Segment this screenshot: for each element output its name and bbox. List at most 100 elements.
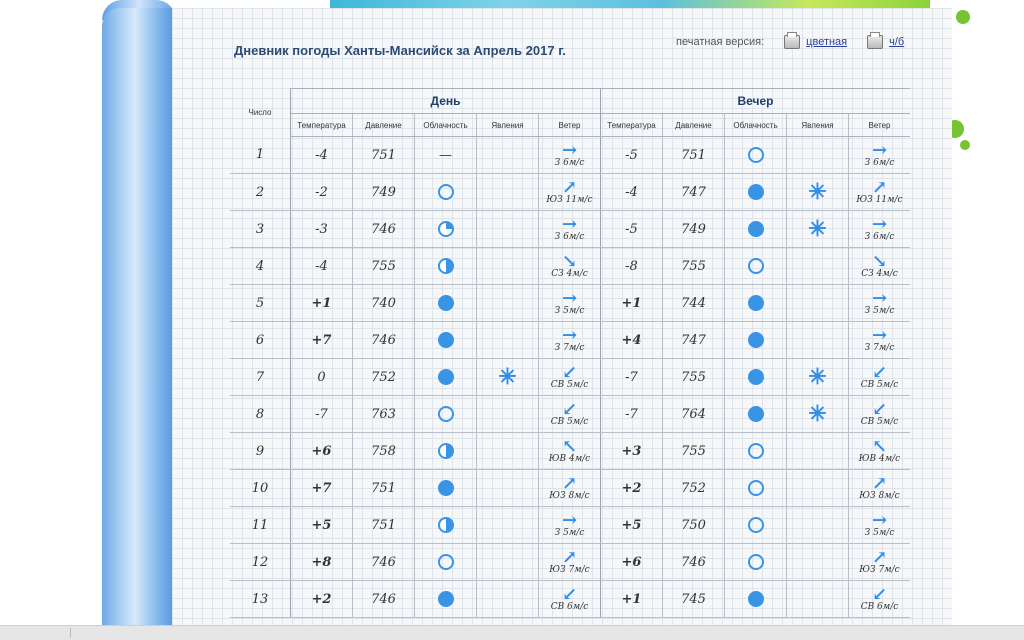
print-color-link[interactable]: цветная: [806, 36, 848, 48]
temperature-cell: +5: [290, 506, 353, 544]
clear-sky-icon: [437, 406, 454, 422]
print-version: печатная версия: цветная ч/б: [676, 32, 905, 49]
wind-cell: ↙ СВ 5м/с: [538, 358, 601, 396]
phenomena-cell: ✳: [786, 358, 849, 396]
wind-arrow-icon: ↙: [871, 361, 888, 383]
print-bw-link[interactable]: ч/б: [889, 36, 905, 48]
pressure-cell: 745: [662, 580, 725, 618]
phenomena-cell: ✳: [476, 358, 539, 396]
wind-text: СЗ 4м/с: [551, 268, 588, 279]
cloudiness-cell: [724, 543, 787, 581]
col-day-3: Явления: [476, 113, 539, 137]
table-row: 9 +6 758 ↖ ЮВ 4м/с +3 755 ↖ ЮВ 4м/с: [230, 432, 910, 470]
temperature-cell: +1: [600, 284, 663, 322]
pressure-cell: 752: [352, 358, 415, 396]
table-row: 7 0 752 ✳ ↙ СВ 5м/с -7 755 ✳ ↙ СВ 5м/с: [230, 358, 910, 396]
cloudiness-cell: [414, 210, 477, 248]
wind-cell: → З 6м/с: [538, 210, 601, 248]
pressure-cell: 740: [352, 284, 415, 322]
day-number: 7: [230, 358, 291, 396]
wind-text: СВ 6м/с: [860, 601, 899, 612]
temperature-cell: +1: [290, 284, 353, 322]
page-title: Дневник погоды Ханты-Мансийск за Апрель …: [234, 43, 566, 58]
overcast-icon: [747, 369, 764, 385]
wind-arrow-icon: →: [561, 213, 578, 235]
temperature-cell: -3: [290, 210, 353, 248]
printer-icon[interactable]: [867, 32, 884, 49]
temperature-cell: -5: [600, 210, 663, 248]
pressure-cell: 755: [662, 358, 725, 396]
temperature-cell: -7: [290, 395, 353, 433]
table-row: 11 +5 751 → З 5м/с +5 750 → З 5м/с: [230, 506, 910, 544]
temperature-cell: -4: [290, 136, 353, 174]
wind-cell: ↘ СЗ 4м/с: [538, 247, 601, 285]
phenomena-cell: [786, 136, 849, 174]
wind-cell: ↙ СВ 6м/с: [538, 580, 601, 618]
pressure-cell: 746: [352, 321, 415, 359]
overcast-icon: [747, 184, 764, 200]
wind-text: З 7м/с: [864, 342, 895, 353]
wind-cell: → З 6м/с: [538, 136, 601, 174]
wind-cell: ↗ ЮЗ 11м/с: [848, 173, 910, 211]
temperature-cell: +1: [600, 580, 663, 618]
wind-text: ЮВ 4м/с: [548, 453, 591, 464]
group-evening: Вечер: [600, 88, 910, 114]
pressure-cell: 747: [662, 173, 725, 211]
table-row: 12 +8 746 ↗ ЮЗ 7м/с +6 746 ↗ ЮЗ 7м/с: [230, 543, 910, 581]
printer-icon[interactable]: [784, 32, 801, 49]
pressure-cell: 746: [662, 543, 725, 581]
wind-arrow-icon: ↗: [871, 472, 888, 494]
temperature-cell: +4: [600, 321, 663, 359]
cloudiness-cell: [724, 136, 787, 174]
wind-text: З 5м/с: [554, 305, 585, 316]
wind-text: СВ 5м/с: [860, 379, 899, 390]
temperature-cell: +3: [600, 432, 663, 470]
cloudiness-cell: [414, 395, 477, 433]
cloudiness-cell: [724, 210, 787, 248]
phenomena-cell: [786, 543, 849, 581]
wind-text: З 6м/с: [864, 157, 895, 168]
phenomena-cell: [786, 284, 849, 322]
temperature-cell: +6: [290, 432, 353, 470]
phenomena-cell: [476, 136, 539, 174]
col-day-2: Облачность: [414, 113, 477, 137]
cloudiness-cell: [724, 580, 787, 618]
table-row: 5 +1 740 → З 5м/с +1 744 → З 5м/с: [230, 284, 910, 322]
wind-cell: ↙ СВ 5м/с: [848, 358, 910, 396]
wind-text: ЮВ 4м/с: [858, 453, 901, 464]
paper-roll: [102, 8, 176, 628]
cloudy-icon: [437, 258, 454, 274]
cloudiness-cell: [414, 247, 477, 285]
table-row: 2 -2 749 ↗ ЮЗ 11м/с -4 747 ✳ ↗ ЮЗ 11м/с: [230, 173, 910, 211]
cloudy-icon: [437, 443, 454, 459]
wind-cell: → З 5м/с: [538, 506, 601, 544]
wind-text: СВ 5м/с: [550, 379, 589, 390]
col-day-0: Температура: [290, 113, 353, 137]
wind-cell: → З 5м/с: [848, 506, 910, 544]
wind-arrow-icon: ↗: [561, 176, 578, 198]
phenomena-cell: [476, 321, 539, 359]
clear-sky-icon: [437, 184, 454, 200]
pressure-cell: 752: [662, 469, 725, 507]
clear-sky-icon: [437, 554, 454, 570]
col-chislo: Число: [248, 108, 272, 117]
wind-cell: ↙ СВ 6м/с: [848, 580, 910, 618]
phenomena-cell: [476, 210, 539, 248]
day-number: 9: [230, 432, 291, 470]
clear-sky-icon: [747, 554, 764, 570]
temperature-cell: -2: [290, 173, 353, 211]
clear-sky-icon: [747, 258, 764, 274]
cloudiness-cell: [414, 469, 477, 507]
day-number: 1: [230, 136, 291, 174]
pressure-cell: 749: [352, 173, 415, 211]
cloudiness-cell: [724, 432, 787, 470]
snow-icon: ✳: [808, 401, 827, 427]
wind-cell: ↗ ЮЗ 11м/с: [538, 173, 601, 211]
phenomena-cell: [786, 432, 849, 470]
wind-cell: → З 6м/с: [848, 136, 910, 174]
wind-cell: ↘ СЗ 4м/с: [848, 247, 910, 285]
wind-arrow-icon: →: [871, 324, 888, 346]
temperature-cell: -7: [600, 395, 663, 433]
pressure-cell: 751: [352, 469, 415, 507]
wind-text: СВ 5м/с: [550, 416, 589, 427]
